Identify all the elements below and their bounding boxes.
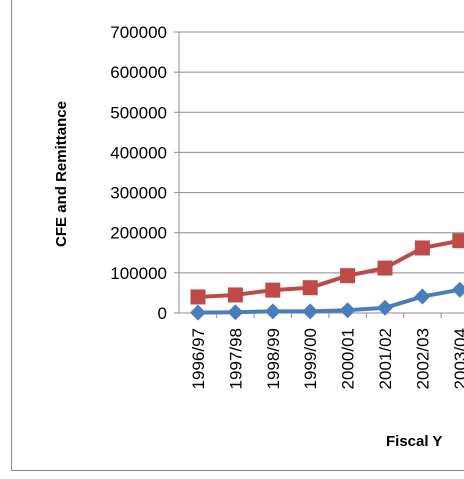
series-2-point	[340, 268, 356, 284]
x-tick-label: 1999/00	[301, 328, 320, 389]
x-tick-label: 2002/03	[413, 328, 432, 389]
x-axis-title: Fiscal Y	[386, 433, 442, 450]
series-1-point	[339, 302, 356, 319]
series-1-point	[227, 304, 244, 321]
series-1-point	[377, 299, 393, 316]
y-tick-label: 100000	[110, 264, 167, 283]
series-2-point	[302, 280, 318, 296]
series-2-point	[265, 282, 281, 298]
chart-frame	[11, 0, 464, 471]
gridlines	[174, 31, 464, 318]
y-tick-label: 200000	[110, 224, 167, 243]
y-tick-label: 300000	[110, 184, 167, 203]
x-tick-label: 2001/02	[376, 328, 395, 389]
x-tick-labels: 1996/97 1997/98 1998/99 1999/00 2000/01 2001/…	[189, 328, 464, 389]
x-tick-label: 1998/99	[264, 328, 283, 389]
series-1-point	[190, 304, 206, 321]
series-2-point	[227, 287, 243, 303]
y-tick-label: 0	[158, 304, 167, 323]
x-tick-label: 1996/97	[189, 328, 208, 389]
series-2-point	[452, 233, 464, 249]
y-tick-label: 700000	[110, 23, 167, 42]
y-tick-labels: 0 100000 200000 300000 400000 500000 600000 700…	[110, 23, 167, 323]
series-2-point	[414, 240, 430, 256]
series-2-point	[190, 289, 206, 305]
y-tick-label: 600000	[110, 63, 167, 82]
series-1-point	[414, 288, 431, 305]
x-tick-label: 2000/01	[339, 328, 358, 389]
x-tick-label: 2003/04	[451, 328, 464, 389]
x-tick-label: 1997/98	[226, 328, 245, 389]
series-1-point	[302, 303, 319, 320]
y-axis-title: CFE and Remittance	[53, 101, 70, 247]
series-group	[190, 233, 464, 321]
series-1-point	[264, 303, 281, 320]
series-1-point	[451, 281, 464, 298]
y-tick-label: 400000	[110, 143, 167, 162]
series-2-point	[377, 260, 393, 276]
y-tick-label: 500000	[110, 103, 167, 122]
